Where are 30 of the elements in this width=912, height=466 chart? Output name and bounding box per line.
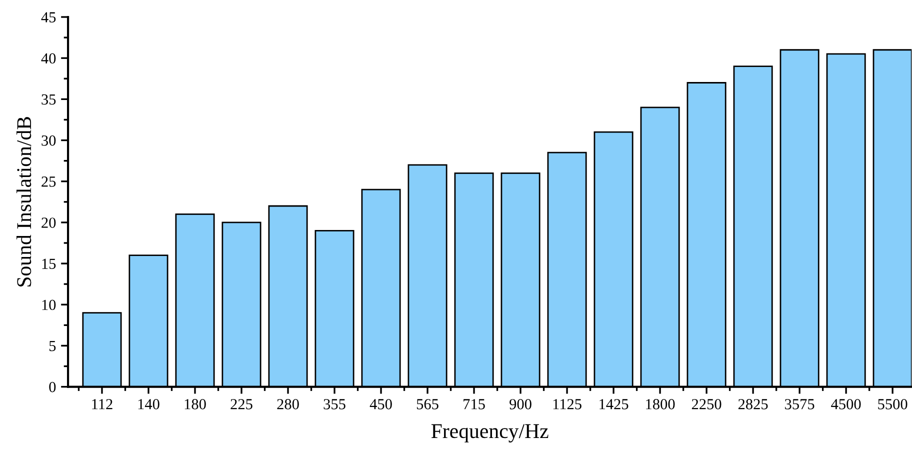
y-tick-label: 0: [49, 382, 56, 392]
x-tick-label: 112: [92, 399, 112, 410]
x-tick-label: 355: [324, 399, 346, 410]
x-tick-label: 4500: [831, 399, 861, 410]
x-tick-label: 1125: [553, 399, 582, 410]
y-tick-label: 30: [42, 135, 56, 146]
x-tick-label: 715: [464, 399, 485, 410]
y-axis-title: Sound Insulation/dB: [16, 116, 32, 286]
y-tick-label: 35: [42, 94, 56, 105]
y-tick-label: 45: [41, 12, 56, 22]
x-tick-label: 5500: [878, 399, 908, 410]
y-tick-label: 10: [42, 300, 56, 310]
y-tick-label: 5: [49, 340, 56, 352]
x-tick-label: 900: [510, 399, 532, 410]
x-tick-label: 225: [230, 399, 252, 410]
x-tick-label: 2825: [738, 399, 768, 410]
x-tick-label: 180: [184, 399, 206, 410]
x-tick-label: 1800: [646, 399, 675, 410]
x-axis-title: Frequency/Hz: [431, 424, 548, 442]
y-tick-label: 40: [41, 53, 56, 64]
x-tick-label: 2250: [692, 399, 722, 410]
x-tick-label: 280: [277, 399, 299, 410]
y-tick-label: 15: [42, 258, 56, 269]
y-tick-label: 25: [42, 176, 56, 187]
x-tick-label: 565: [416, 399, 438, 410]
x-tick-label: 1425: [600, 399, 628, 410]
x-tick-label: 3575: [785, 399, 814, 410]
x-tick-label: 140: [138, 399, 160, 410]
x-tick-label: 450: [370, 399, 392, 410]
y-tick-label: 20: [42, 218, 56, 228]
